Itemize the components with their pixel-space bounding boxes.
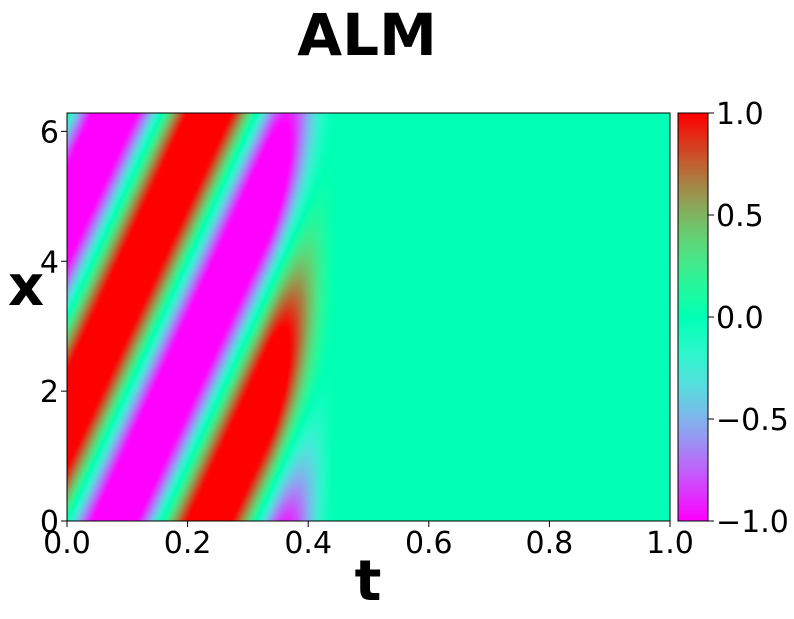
colorbar-gradient — [678, 113, 708, 521]
colorbar-tick-label: 0.5 — [716, 199, 764, 234]
colorbar-tick-label: 0.0 — [716, 301, 764, 336]
colorbar-tick-label: −1.0 — [716, 505, 789, 540]
x-tick-label: 0.6 — [405, 526, 453, 561]
chart-title: ALM — [297, 1, 437, 69]
x-axis-label: t — [355, 549, 382, 614]
colorbar-tick-label: −0.5 — [716, 403, 789, 438]
plot-frame — [66, 112, 671, 522]
x-tick-label: 0.2 — [164, 526, 212, 561]
y-tick-label: 2 — [40, 375, 59, 410]
y-tick-label: 0 — [40, 505, 59, 540]
y-tick-label: 4 — [40, 245, 59, 280]
colorbar: 1.0 0.5 0.0 −0.5 −1.0 — [677, 97, 789, 540]
y-tick-label: 6 — [40, 115, 59, 150]
x-tick-label: 0.4 — [284, 526, 332, 561]
colorbar-ticks: 1.0 0.5 0.0 −0.5 −1.0 — [708, 97, 789, 540]
colorbar-tick-label: 1.0 — [716, 97, 764, 132]
y-axis-label: x — [8, 254, 44, 319]
x-axis-ticks: 0.0 0.2 0.4 0.6 0.8 1.0 — [43, 521, 694, 561]
heatmap-image — [67, 113, 670, 521]
plot-area — [66, 112, 671, 522]
x-tick-label: 0.0 — [43, 526, 91, 561]
x-tick-label: 0.8 — [526, 526, 574, 561]
y-axis-ticks: 0 2 4 6 — [40, 115, 67, 540]
x-tick-label: 1.0 — [646, 526, 694, 561]
